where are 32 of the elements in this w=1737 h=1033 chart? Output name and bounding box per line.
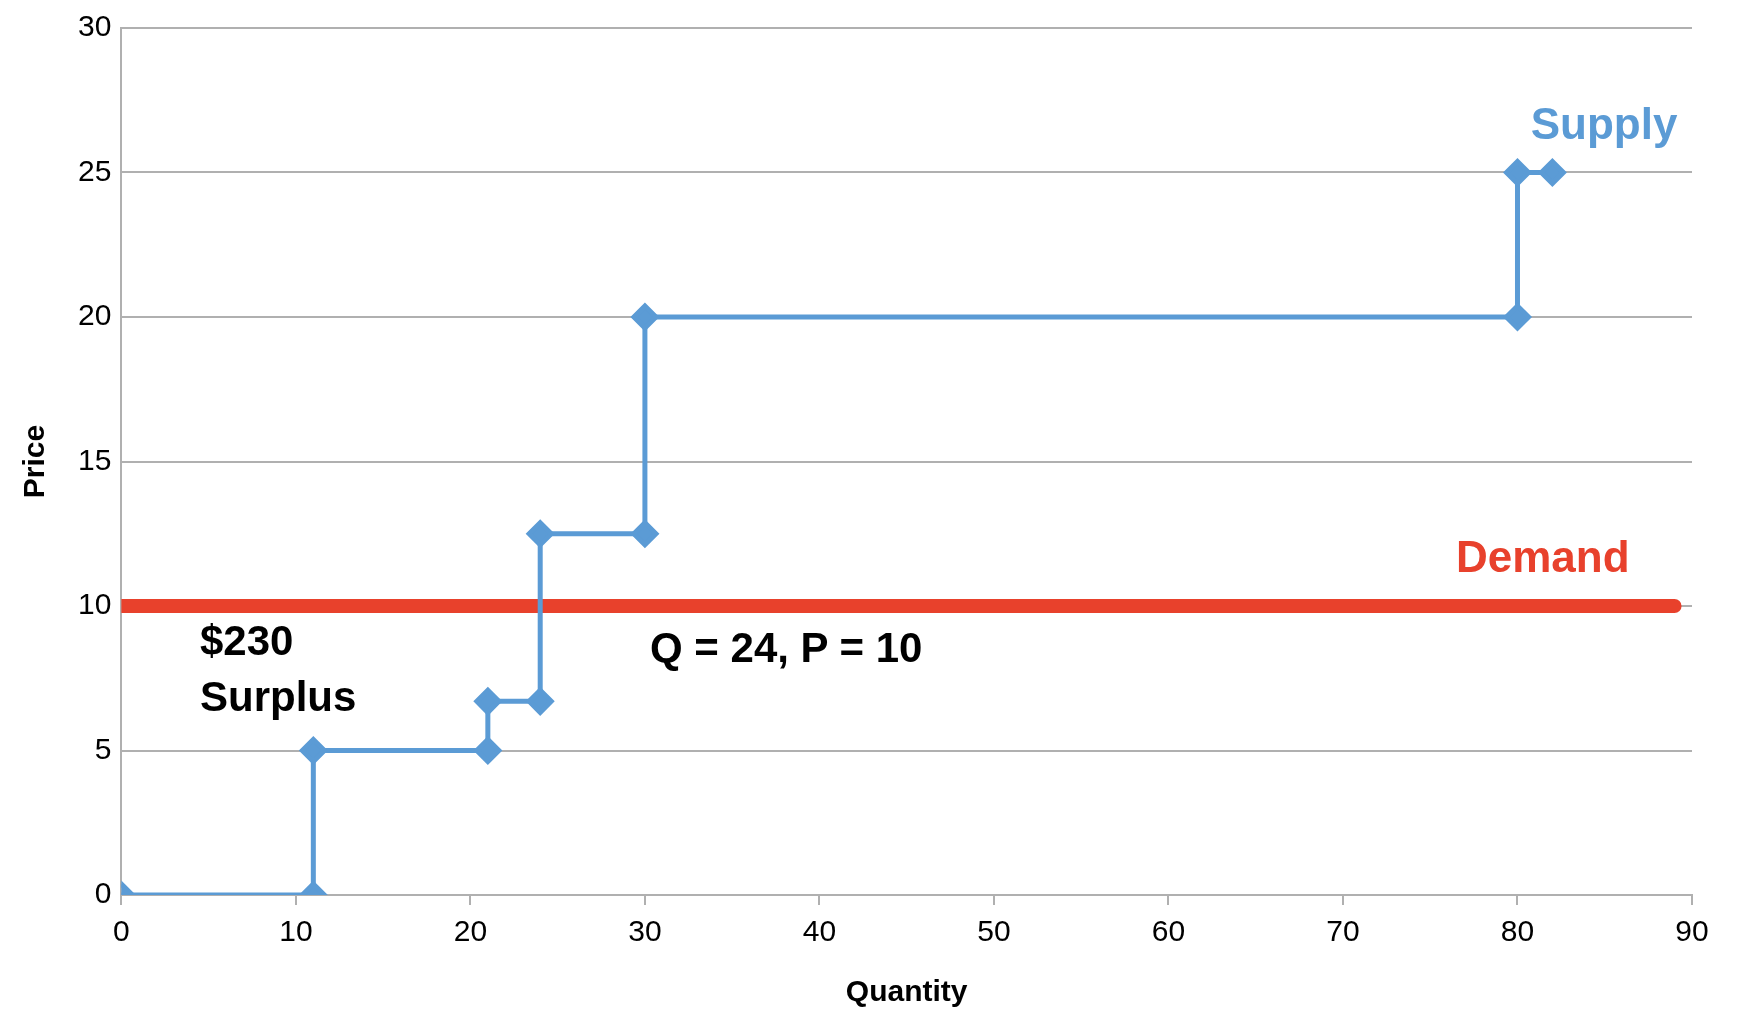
point [526, 520, 554, 548]
x-tick-label: 40 [802, 914, 837, 948]
point [474, 737, 502, 764]
point [631, 303, 659, 331]
y-tick-label: 20 [77, 298, 112, 332]
point [631, 520, 659, 548]
point [526, 687, 554, 715]
x-tick-label: 90 [1675, 914, 1709, 948]
point [299, 737, 327, 764]
x-tick-label: 30 [628, 914, 662, 948]
y-tick-label: 5 [94, 731, 112, 765]
x-tick-label: 60 [1151, 914, 1186, 948]
y-tick-label: 25 [77, 153, 112, 187]
point [1503, 159, 1531, 186]
series-label: Supply [1530, 98, 1678, 148]
point [1503, 303, 1531, 331]
y-tick-label: 15 [77, 442, 112, 476]
x-tick-label: 50 [977, 914, 1011, 948]
x-tick-label: 10 [279, 914, 313, 948]
x-tick-label: 20 [453, 914, 488, 948]
y-tick-label: 0 [94, 876, 112, 910]
y-tick-label: 10 [77, 587, 112, 621]
y-tick-label: 30 [77, 9, 112, 43]
point [1538, 159, 1566, 186]
x-axis-title: Quantity [845, 974, 968, 1008]
x-tick-label: 80 [1500, 914, 1535, 948]
series-label: Demand [1455, 532, 1630, 582]
annotation: $230 Surplus [200, 617, 357, 720]
y-axis-title: Price [17, 424, 51, 499]
point [474, 687, 502, 715]
annotation: Q = 24, P = 10 [650, 624, 923, 671]
x-tick-label: 70 [1326, 914, 1360, 948]
